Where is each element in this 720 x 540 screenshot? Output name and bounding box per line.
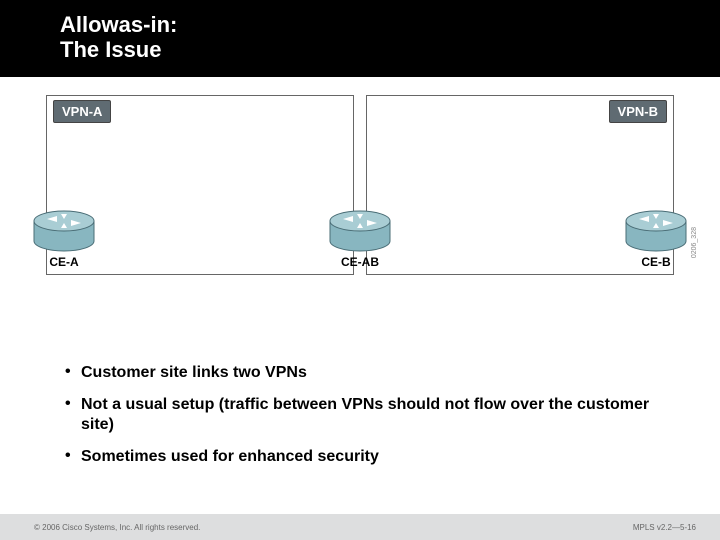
router-icon <box>31 207 97 253</box>
diagram: VPN-A VPN-B CE-A CE-AB <box>40 87 680 307</box>
figure-code: 0206_328 <box>691 227 698 258</box>
footer: © 2006 Cisco Systems, Inc. All rights re… <box>0 514 720 540</box>
bullet-item: Customer site links two VPNs <box>65 357 670 389</box>
vpn-b-label: VPN-B <box>609 100 667 123</box>
router-icon <box>327 207 393 253</box>
footer-copyright: © 2006 Cisco Systems, Inc. All rights re… <box>34 523 200 532</box>
footer-pagecode: MPLS v2.2—5-16 <box>633 523 696 532</box>
title-line1: Allowas-in: <box>60 12 720 37</box>
router-ce-b: CE-B <box>622 207 690 269</box>
router-icon <box>623 207 689 253</box>
router-ce-ab: CE-AB <box>326 207 394 269</box>
title-bar: Allowas-in: The Issue <box>0 0 720 77</box>
router-ce-a-label: CE-A <box>30 255 98 269</box>
bullet-item: Not a usual setup (traffic between VPNs … <box>65 389 670 441</box>
router-ce-ab-label: CE-AB <box>326 255 394 269</box>
router-ce-a: CE-A <box>30 207 98 269</box>
title-line2: The Issue <box>60 37 720 62</box>
bullet-list: Customer site links two VPNs Not a usual… <box>65 357 670 473</box>
router-ce-b-label: CE-B <box>622 255 690 269</box>
bullet-item: Sometimes used for enhanced security <box>65 441 670 473</box>
vpn-a-label: VPN-A <box>53 100 111 123</box>
